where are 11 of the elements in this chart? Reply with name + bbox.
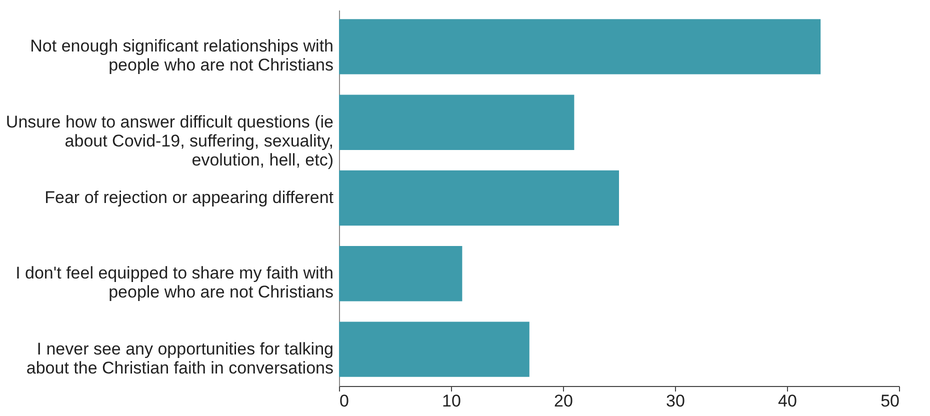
x-tick-label: 30 <box>666 392 685 410</box>
y-tick-label: I don't feel equipped to share my faith with people who are not Christians <box>16 264 334 302</box>
y-tick-label: I never see any opportunities for talking about the Christian faith in conversations <box>26 339 334 378</box>
y-tick-label: Unsure how to answer difficult questions (ie about Covid-19, suffering, sexuality, evolution, hell, etc) <box>6 112 334 170</box>
x-tick-label: 10 <box>442 392 461 410</box>
y-tick-label: Fear of rejection or appearing different <box>44 188 334 207</box>
y-tick-label: Not enough significant relationships with people who are not Christians <box>30 36 334 75</box>
x-tick-label: 50 <box>880 392 900 410</box>
x-tick-label: 40 <box>778 392 797 410</box>
x-tick-label: 20 <box>554 392 573 410</box>
x-tick-label: 0 <box>340 392 349 410</box>
